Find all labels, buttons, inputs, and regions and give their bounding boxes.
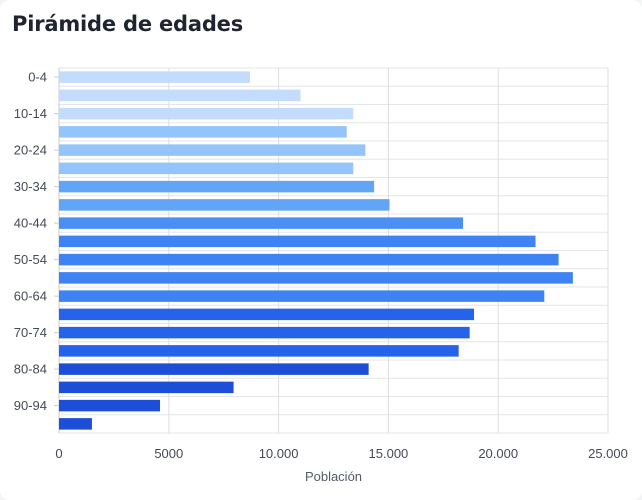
bar-40-44 [59,217,464,229]
bar-35-39 [59,199,390,211]
x-tick-label: 0 [55,446,62,461]
bar-10-14 [59,107,354,120]
x-tick-label: 15.000 [369,446,409,461]
bar-95-99 [59,418,92,430]
y-tick-label: 70-74 [14,325,47,340]
y-tick-label: 10-14 [14,106,47,121]
y-tick-label: 30-34 [14,179,47,194]
bar-5-9 [59,89,301,102]
y-tick-label: 40-44 [14,216,47,231]
x-tick-label: 10.000 [259,446,299,461]
bar-30-34 [59,180,375,193]
y-tick-label: 0-4 [28,70,47,85]
x-tick-label: 25.000 [588,446,628,461]
bar-75-79 [59,345,459,357]
bar-65-69 [59,308,475,321]
y-tick-label: 50-54 [14,252,47,267]
x-tick-label: 20.000 [478,446,518,461]
y-tick-label: 20-24 [14,143,47,158]
bar-80-84 [59,363,369,375]
bar-45-49 [59,235,536,248]
y-tick-label: 80-84 [14,362,47,377]
x-axis-title: Población [305,469,362,484]
x-tick-label: 5000 [154,446,183,461]
bar-15-19 [59,126,347,138]
bar-50-54 [59,253,559,266]
bar-70-74 [59,326,470,339]
bar-0-4 [59,71,251,83]
bar-25-29 [59,162,354,175]
bar-60-64 [59,290,545,302]
y-tick-label: 60-64 [14,289,47,304]
bar-90-94 [59,399,161,412]
y-tick-label: 90-94 [14,398,47,413]
chart-title: Pirámide de edades [12,12,243,36]
bar-85-89 [59,381,234,394]
bar-20-24 [59,144,366,156]
bar-55-59 [59,272,573,284]
